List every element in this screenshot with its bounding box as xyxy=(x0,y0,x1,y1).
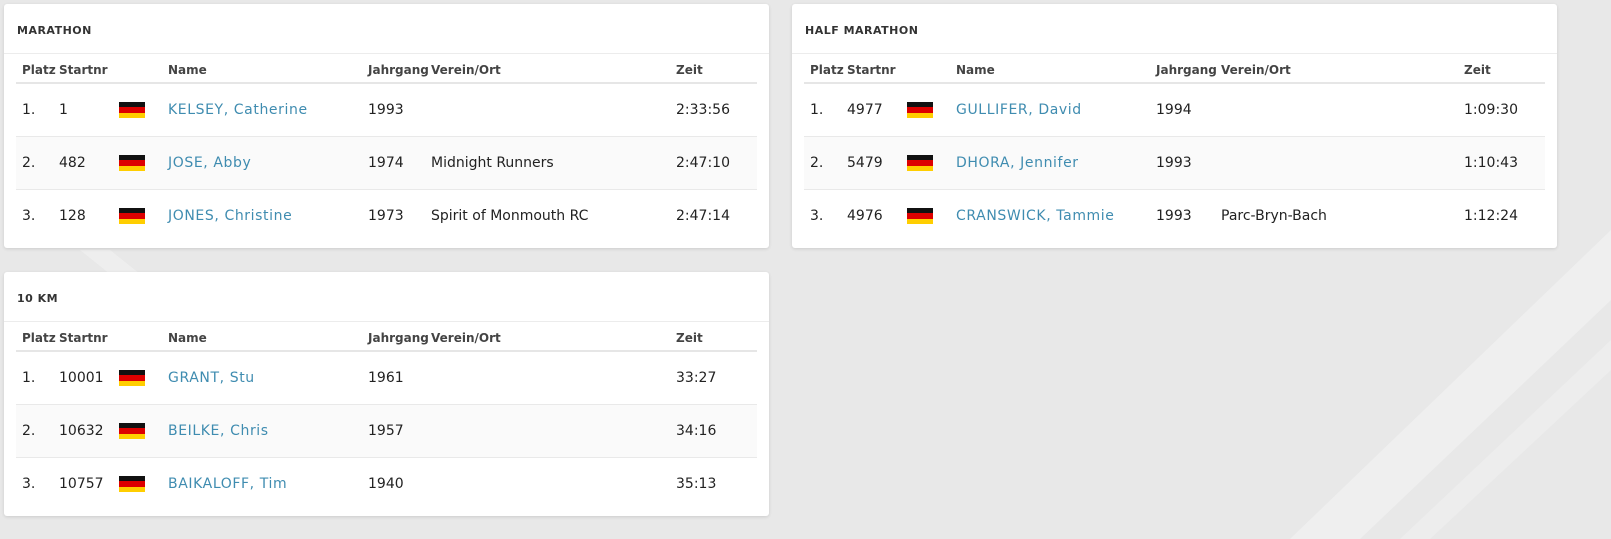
finish-time: 2:33:56 xyxy=(676,102,730,118)
table-body: 1. 4977 GULLIFER, David 1994 1:09:30 2. … xyxy=(804,84,1545,242)
birth-year: 1961 xyxy=(368,370,404,386)
header-platz[interactable]: Platz xyxy=(22,63,56,77)
finish-time: 2:47:14 xyxy=(676,208,730,224)
card-title: HALF MARATHON xyxy=(805,24,919,37)
start-number: 10001 xyxy=(59,370,104,386)
table-row[interactable]: 3. 4976 CRANSWICK, Tammie 1993 Parc-Bryn… xyxy=(804,190,1545,242)
athlete-name-link[interactable]: BEILKE, Chris xyxy=(168,423,269,439)
table-row[interactable]: 1. 1 KELSEY, Catherine 1993 2:33:56 xyxy=(16,84,757,137)
place: 3. xyxy=(810,208,824,224)
place: 1. xyxy=(22,370,36,386)
place: 1. xyxy=(22,102,36,118)
athlete-name-link[interactable]: GULLIFER, David xyxy=(956,102,1082,118)
germany-flag-icon xyxy=(119,102,145,118)
start-number: 5479 xyxy=(847,155,883,171)
header-jahrgang[interactable]: Jahrgang xyxy=(368,331,429,345)
header-verein[interactable]: Verein/Ort xyxy=(1221,63,1291,77)
card-title: MARATHON xyxy=(17,24,92,37)
athlete-name-link[interactable]: GRANT, Stu xyxy=(168,370,255,386)
germany-flag-icon xyxy=(119,208,145,224)
germany-flag-icon xyxy=(119,423,145,439)
start-number: 10632 xyxy=(59,423,104,439)
table-header: Platz Startnr Name Jahrgang Verein/Ort Z… xyxy=(16,328,757,352)
germany-flag-icon xyxy=(907,155,933,171)
table-row[interactable]: 2. 10632 BEILKE, Chris 1957 34:16 xyxy=(16,405,757,458)
finish-time: 35:13 xyxy=(676,476,717,492)
header-zeit[interactable]: Zeit xyxy=(1464,63,1491,77)
athlete-name-link[interactable]: CRANSWICK, Tammie xyxy=(956,208,1115,224)
divider xyxy=(792,53,1557,54)
athlete-name-link[interactable]: DHORA, Jennifer xyxy=(956,155,1079,171)
place: 2. xyxy=(22,155,36,171)
header-verein[interactable]: Verein/Ort xyxy=(431,331,501,345)
header-zeit[interactable]: Zeit xyxy=(676,63,703,77)
header-name[interactable]: Name xyxy=(168,63,207,77)
header-startnr[interactable]: Startnr xyxy=(59,331,108,345)
table-row[interactable]: 3. 128 JONES, Christine 1973 Spirit of M… xyxy=(16,190,757,242)
table-row[interactable]: 2. 482 JOSE, Abby 1974 Midnight Runners … xyxy=(16,137,757,190)
germany-flag-icon xyxy=(119,155,145,171)
place: 2. xyxy=(22,423,36,439)
germany-flag-icon xyxy=(907,208,933,224)
card-title: 10 KM xyxy=(17,292,59,305)
germany-flag-icon xyxy=(907,102,933,118)
table-row[interactable]: 3. 10757 BAIKALOFF, Tim 1940 35:13 xyxy=(16,458,757,510)
header-platz[interactable]: Platz xyxy=(810,63,844,77)
start-number: 482 xyxy=(59,155,86,171)
birth-year: 1973 xyxy=(368,208,404,224)
finish-time: 2:47:10 xyxy=(676,155,730,171)
birth-year: 1993 xyxy=(368,102,404,118)
start-number: 10757 xyxy=(59,476,104,492)
results-card-half-marathon: HALF MARATHON Platz Startnr Name Jahrgan… xyxy=(792,4,1557,248)
birth-year: 1957 xyxy=(368,423,404,439)
finish-time: 33:27 xyxy=(676,370,717,386)
header-platz[interactable]: Platz xyxy=(22,331,56,345)
birth-year: 1974 xyxy=(368,155,404,171)
start-number: 1 xyxy=(59,102,68,118)
athlete-name-link[interactable]: BAIKALOFF, Tim xyxy=(168,476,288,492)
divider xyxy=(4,53,769,54)
divider xyxy=(4,321,769,322)
table-header: Platz Startnr Name Jahrgang Verein/Ort Z… xyxy=(804,60,1545,84)
place: 3. xyxy=(22,476,36,492)
header-jahrgang[interactable]: Jahrgang xyxy=(368,63,429,77)
header-startnr[interactable]: Startnr xyxy=(59,63,108,77)
birth-year: 1993 xyxy=(1156,208,1192,224)
table-body: 1. 1 KELSEY, Catherine 1993 2:33:56 2. 4… xyxy=(16,84,757,242)
table-row[interactable]: 2. 5479 DHORA, Jennifer 1993 1:10:43 xyxy=(804,137,1545,190)
header-zeit[interactable]: Zeit xyxy=(676,331,703,345)
finish-time: 34:16 xyxy=(676,423,717,439)
club: Parc-Bryn-Bach xyxy=(1221,208,1327,224)
birth-year: 1940 xyxy=(368,476,404,492)
header-name[interactable]: Name xyxy=(168,331,207,345)
start-number: 128 xyxy=(59,208,86,224)
results-card-10km: 10 KM Platz Startnr Name Jahrgang Verein… xyxy=(4,272,769,516)
athlete-name-link[interactable]: JOSE, Abby xyxy=(168,155,252,171)
start-number: 4976 xyxy=(847,208,883,224)
table-row[interactable]: 1. 4977 GULLIFER, David 1994 1:09:30 xyxy=(804,84,1545,137)
start-number: 4977 xyxy=(847,102,883,118)
finish-time: 1:09:30 xyxy=(1464,102,1518,118)
birth-year: 1993 xyxy=(1156,155,1192,171)
birth-year: 1994 xyxy=(1156,102,1192,118)
place: 1. xyxy=(810,102,824,118)
club: Spirit of Monmouth RC xyxy=(431,208,589,224)
table-header: Platz Startnr Name Jahrgang Verein/Ort Z… xyxy=(16,60,757,84)
header-verein[interactable]: Verein/Ort xyxy=(431,63,501,77)
finish-time: 1:12:24 xyxy=(1464,208,1518,224)
header-startnr[interactable]: Startnr xyxy=(847,63,896,77)
table-row[interactable]: 1. 10001 GRANT, Stu 1961 33:27 xyxy=(16,352,757,405)
place: 3. xyxy=(22,208,36,224)
results-card-marathon: MARATHON Platz Startnr Name Jahrgang Ver… xyxy=(4,4,769,248)
club: Midnight Runners xyxy=(431,155,554,171)
place: 2. xyxy=(810,155,824,171)
finish-time: 1:10:43 xyxy=(1464,155,1518,171)
athlete-name-link[interactable]: KELSEY, Catherine xyxy=(168,102,308,118)
header-jahrgang[interactable]: Jahrgang xyxy=(1156,63,1217,77)
header-name[interactable]: Name xyxy=(956,63,995,77)
germany-flag-icon xyxy=(119,370,145,386)
athlete-name-link[interactable]: JONES, Christine xyxy=(168,208,293,224)
germany-flag-icon xyxy=(119,476,145,492)
table-body: 1. 10001 GRANT, Stu 1961 33:27 2. 10632 … xyxy=(16,352,757,510)
